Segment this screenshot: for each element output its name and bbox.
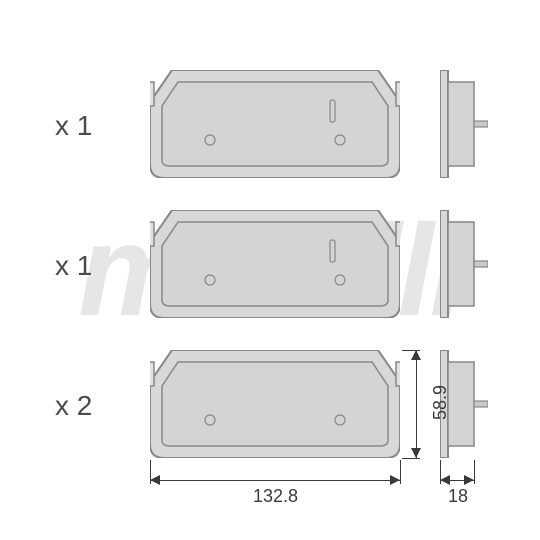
qty-label-2: x 2 <box>55 390 92 422</box>
dim-thick-arrow-r <box>464 475 474 485</box>
dim-thick-arrow-l <box>440 475 450 485</box>
brake-pad-0 <box>150 70 400 178</box>
dim-width-label: 132.8 <box>253 486 298 507</box>
dim-width-ext-r <box>400 460 401 484</box>
dim-height-label: 58.9 <box>430 385 451 420</box>
brake-pad-2 <box>150 350 400 458</box>
qty-label-0: x 1 <box>55 110 92 142</box>
dim-width-arrow-l <box>150 475 160 485</box>
dim-height-line <box>416 350 417 458</box>
qty-label-1: x 1 <box>55 250 92 282</box>
brake-pad-side-1 <box>440 210 488 318</box>
dim-width-line <box>150 480 400 481</box>
brake-pad-side-0 <box>440 70 488 178</box>
dim-height-arrow-u <box>411 350 421 360</box>
brake-pad-1 <box>150 210 400 318</box>
dim-height-ext-b <box>402 458 420 459</box>
dim-width-arrow-r <box>390 475 400 485</box>
dim-thick-label: 18 <box>448 486 468 507</box>
dim-thick-ext-r <box>474 460 475 484</box>
dim-height-arrow-d <box>411 448 421 458</box>
